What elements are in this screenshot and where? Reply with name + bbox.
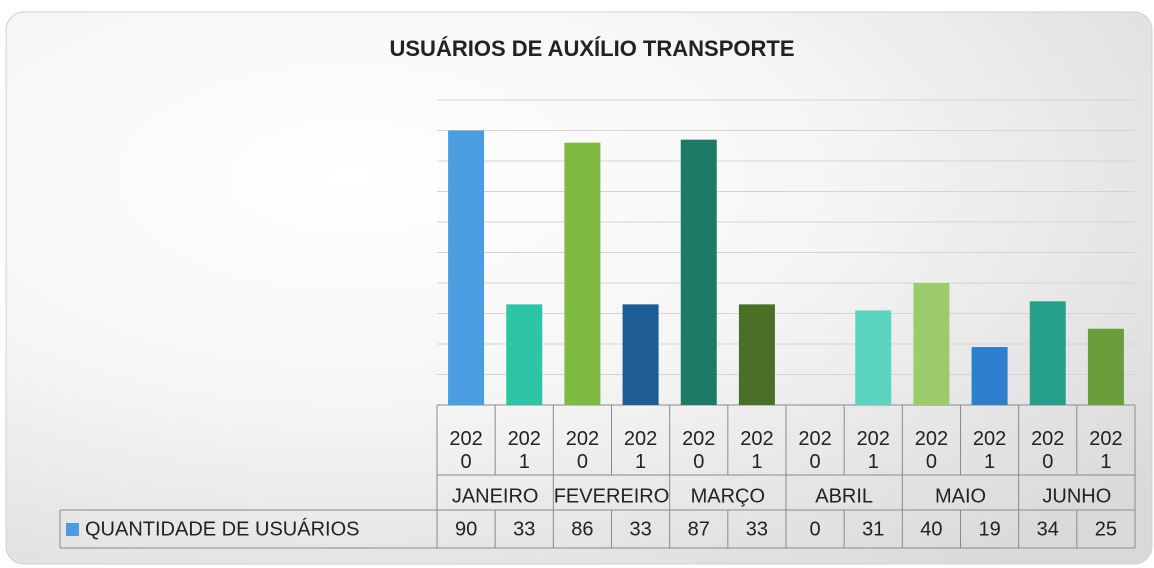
- data-table-value: 0: [810, 518, 821, 540]
- x-tick-label: 202 1: [624, 428, 657, 473]
- data-table-value: 31: [862, 518, 884, 540]
- x-tick-label: 202 0: [915, 428, 948, 473]
- bar: [564, 142, 601, 405]
- bar: [1087, 328, 1124, 405]
- data-table-value: 40: [920, 518, 942, 540]
- x-tick-label: 202 0: [798, 428, 831, 473]
- bar: [622, 304, 659, 405]
- legend-swatch: [66, 523, 79, 536]
- x-tick-label: 202 1: [973, 428, 1006, 473]
- data-table-value: 19: [978, 518, 1000, 540]
- x-tick-label: 202 1: [740, 428, 773, 473]
- x-tick-label: 202 0: [449, 428, 482, 473]
- data-table-value: 90: [455, 518, 477, 540]
- x-tick-label: 202 0: [566, 428, 599, 473]
- group-label: JUNHO: [1042, 485, 1111, 507]
- x-tick-label: 202 1: [508, 428, 541, 473]
- group-label: JANEIRO: [452, 485, 539, 507]
- group-label: FEVEREIRO: [554, 485, 670, 507]
- bar: [680, 139, 717, 405]
- group-label: MAIO: [935, 485, 986, 507]
- data-table-value: 33: [746, 518, 768, 540]
- legend-label: QUANTIDADE DE USUÁRIOS: [85, 517, 359, 540]
- group-label: MARÇO: [691, 485, 765, 507]
- group-label: ABRIL: [815, 485, 873, 507]
- x-tick-label: 202 1: [857, 428, 890, 473]
- data-table-value: 87: [688, 518, 710, 540]
- data-table-value: 33: [629, 518, 651, 540]
- bar: [738, 304, 775, 405]
- chart-title: USUÁRIOS DE AUXÍLIO TRANSPORTE: [390, 36, 795, 61]
- bar: [1029, 301, 1066, 405]
- bar: [971, 347, 1008, 405]
- data-table-value: 34: [1037, 518, 1059, 540]
- x-tick-label: 202 0: [1031, 428, 1064, 473]
- x-tick-label: 202 1: [1089, 428, 1122, 473]
- data-table-value: 33: [513, 518, 535, 540]
- x-tick-label: 202 0: [682, 428, 715, 473]
- data-table-value: 25: [1095, 518, 1117, 540]
- bar: [506, 304, 543, 405]
- bar: [855, 310, 892, 405]
- bar: [448, 130, 485, 405]
- bar: [913, 283, 950, 405]
- data-table-value: 86: [571, 518, 593, 540]
